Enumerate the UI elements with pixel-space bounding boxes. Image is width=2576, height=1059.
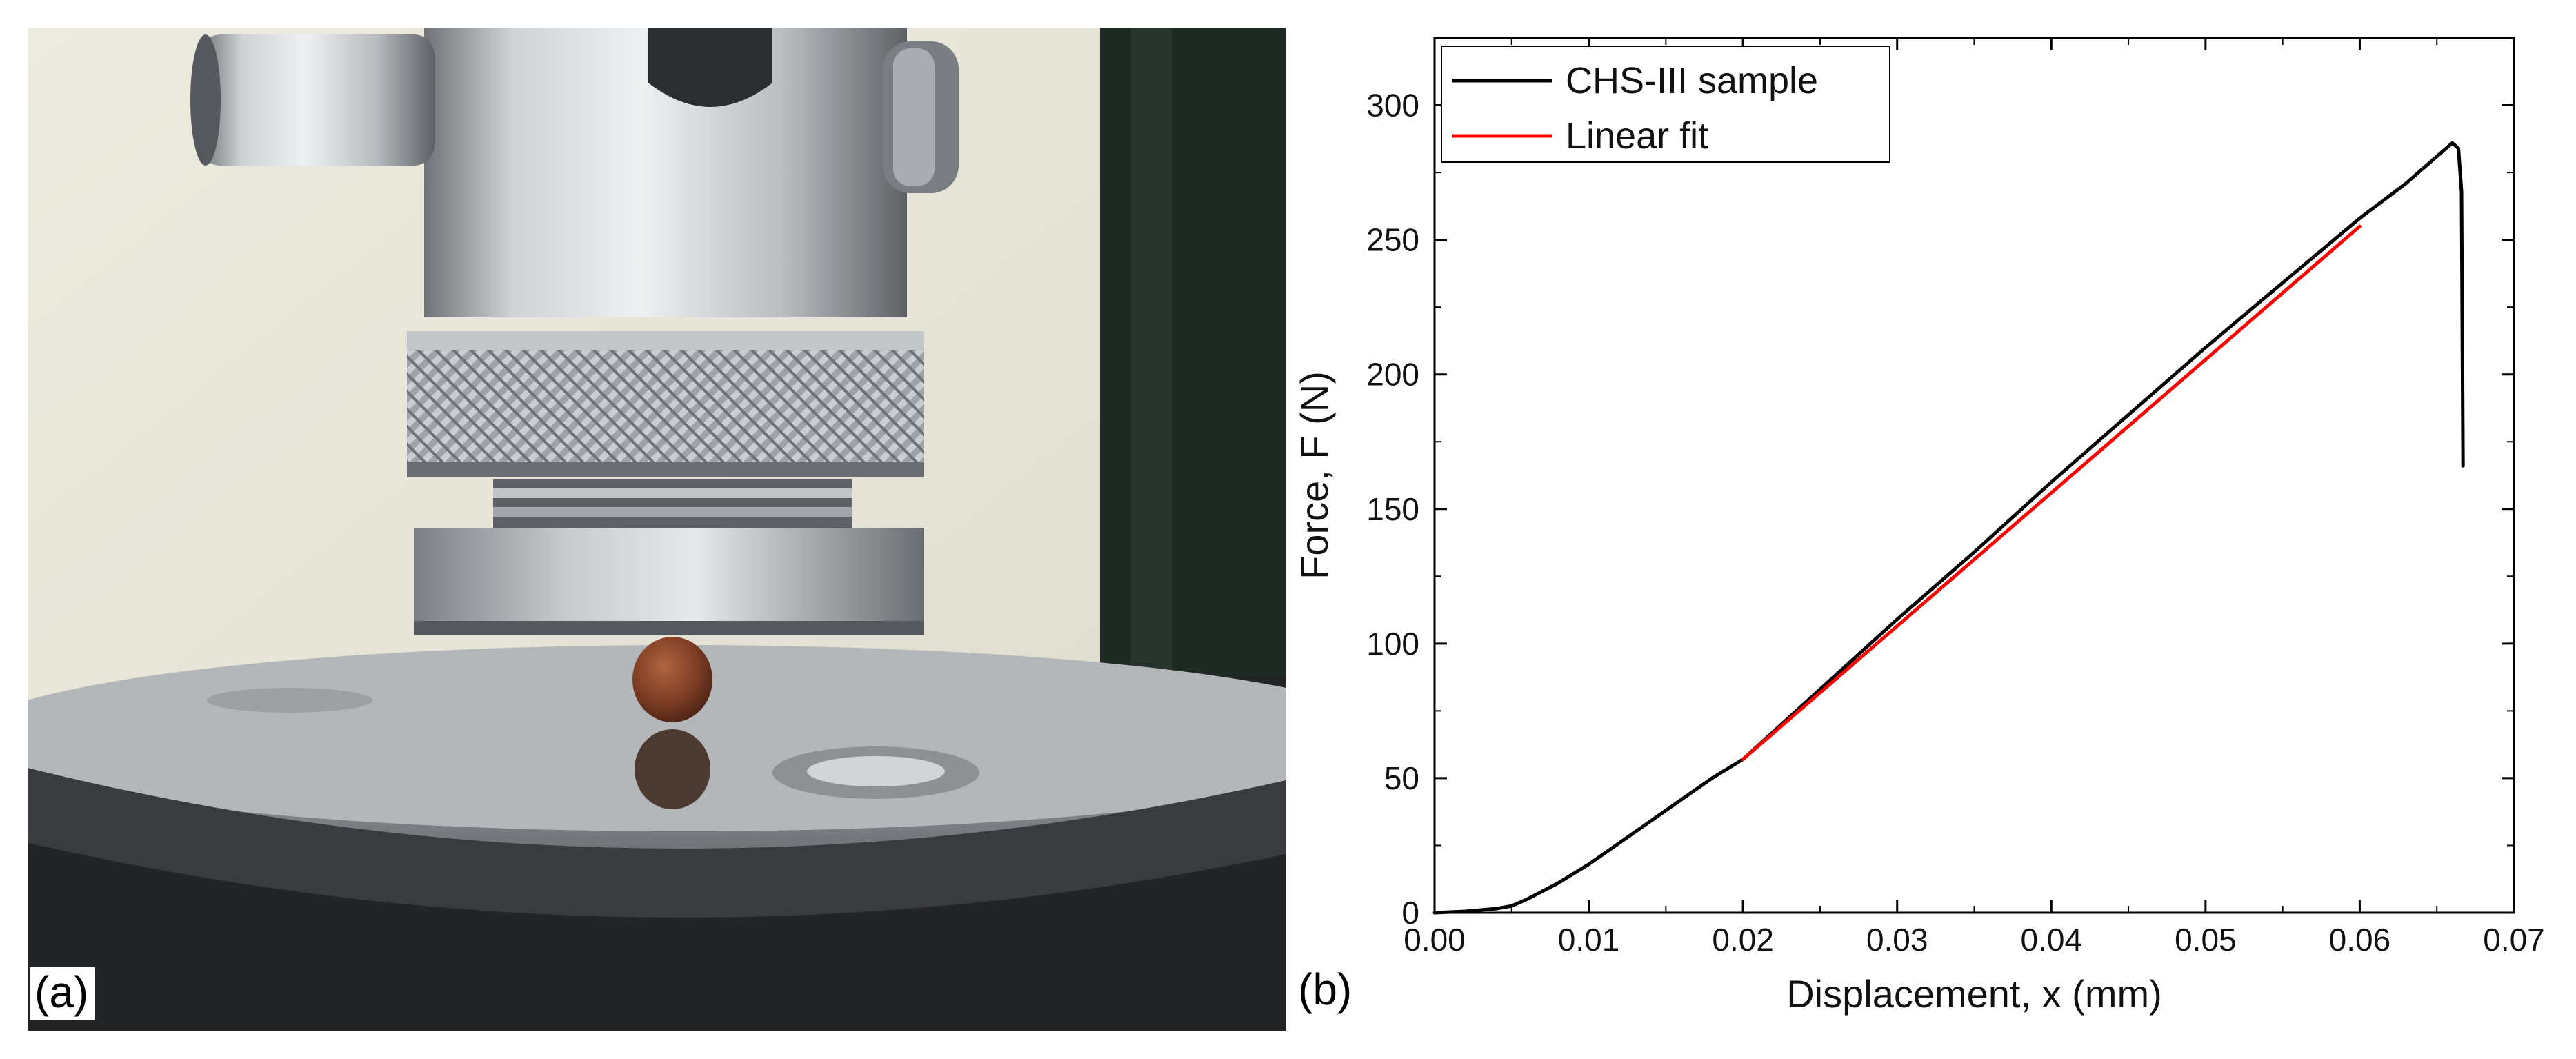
- y-tick-label: 100: [1366, 626, 1419, 662]
- panel-label-b: (b): [1298, 964, 1352, 1014]
- series-layer: [1432, 141, 2465, 915]
- photo-panel: [28, 28, 1286, 1031]
- y-tick-label: 200: [1366, 357, 1419, 393]
- legend-label-chs-iii-sample: CHS-III sample: [1566, 60, 1818, 101]
- x-tick-label: 0.04: [2021, 922, 2083, 958]
- x-tick-label: 0.01: [1558, 922, 1620, 958]
- y-axis: 0 50 100 150 200 250 300: [1366, 88, 2514, 931]
- legend: CHS-III sample Linear fit: [1441, 46, 1890, 163]
- y-tick-label: 50: [1384, 760, 1419, 796]
- y-axis-title: Force, F (N): [1292, 371, 1336, 580]
- series-line-linear-fit: [1741, 224, 2362, 762]
- y-tick-label: 300: [1366, 88, 1419, 123]
- x-tick-label: 0.05: [2175, 922, 2237, 958]
- x-tick-label: 0.06: [2329, 922, 2391, 958]
- x-tick-label: 0.03: [1866, 922, 1928, 958]
- x-tick-label: 0.07: [2483, 922, 2545, 958]
- plot-area-border: [1433, 37, 2515, 914]
- y-tick-label: 150: [1366, 491, 1419, 527]
- y-tick-label: 250: [1366, 222, 1419, 258]
- legend-box: [1441, 46, 1890, 163]
- compression-test-photo: [28, 28, 1286, 1031]
- panel-label-a: (a): [30, 967, 96, 1020]
- x-axis: 0.00 0.01 0.02 0.03 0.04 0.05 0.06 0.07: [1404, 38, 2545, 958]
- plot-frame: [1433, 37, 2515, 914]
- legend-label-linear-fit: Linear fit: [1566, 115, 1708, 157]
- x-tick-label: 0.00: [1404, 922, 1466, 958]
- x-axis-title: Displacement, x (mm): [1786, 972, 2162, 1016]
- x-tick-label: 0.02: [1712, 922, 1774, 958]
- series-line-chs-iii-sample: [1432, 141, 2465, 915]
- y-tick-label: 0: [1401, 895, 1419, 931]
